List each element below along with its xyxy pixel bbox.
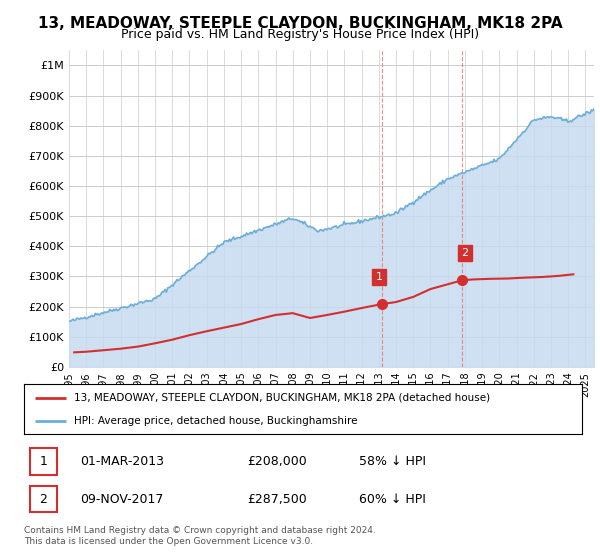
Text: 01-MAR-2013: 01-MAR-2013	[80, 455, 164, 468]
Text: 2: 2	[461, 248, 469, 258]
Text: 60% ↓ HPI: 60% ↓ HPI	[359, 493, 425, 506]
Text: 1: 1	[376, 272, 383, 282]
FancyBboxPatch shape	[29, 448, 58, 474]
Text: £208,000: £208,000	[247, 455, 307, 468]
Text: 09-NOV-2017: 09-NOV-2017	[80, 493, 163, 506]
Text: 1: 1	[40, 455, 47, 468]
FancyBboxPatch shape	[29, 486, 58, 512]
Text: 13, MEADOWAY, STEEPLE CLAYDON, BUCKINGHAM, MK18 2PA: 13, MEADOWAY, STEEPLE CLAYDON, BUCKINGHA…	[38, 16, 562, 31]
Text: 13, MEADOWAY, STEEPLE CLAYDON, BUCKINGHAM, MK18 2PA (detached house): 13, MEADOWAY, STEEPLE CLAYDON, BUCKINGHA…	[74, 393, 490, 403]
Text: HPI: Average price, detached house, Buckinghamshire: HPI: Average price, detached house, Buck…	[74, 416, 358, 426]
Text: 58% ↓ HPI: 58% ↓ HPI	[359, 455, 426, 468]
Text: £287,500: £287,500	[247, 493, 307, 506]
Text: 2: 2	[40, 493, 47, 506]
Text: Contains HM Land Registry data © Crown copyright and database right 2024.
This d: Contains HM Land Registry data © Crown c…	[24, 526, 376, 546]
Text: Price paid vs. HM Land Registry's House Price Index (HPI): Price paid vs. HM Land Registry's House …	[121, 28, 479, 41]
